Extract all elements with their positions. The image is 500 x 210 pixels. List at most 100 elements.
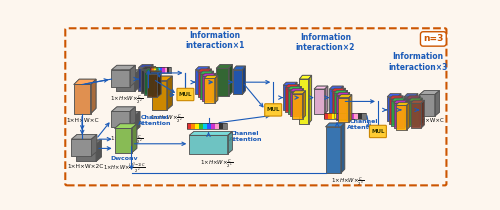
Text: $1{\times}H{\times}W{\times}\frac{C}{2^2}$: $1{\times}H{\times}W{\times}\frac{C}{2^2… [110,94,144,106]
Polygon shape [396,102,409,105]
Polygon shape [76,144,96,161]
Text: Channel
Attention: Channel Attention [348,119,381,130]
Polygon shape [90,79,96,114]
Polygon shape [72,135,97,139]
Polygon shape [160,67,162,73]
Polygon shape [296,84,299,112]
Polygon shape [288,87,302,90]
Polygon shape [288,90,298,114]
Polygon shape [402,98,406,126]
Text: MUL: MUL [266,107,280,112]
Polygon shape [325,86,328,114]
Polygon shape [216,68,228,96]
Text: $1{\times}H{\times}W{\times}\frac{C}{2^2}$: $1{\times}H{\times}W{\times}\frac{C}{2^2… [150,112,183,125]
Polygon shape [167,76,172,110]
Polygon shape [334,93,344,118]
Text: Information
interaction×2: Information interaction×2 [296,33,355,52]
Polygon shape [408,101,419,126]
Polygon shape [168,67,171,73]
Polygon shape [292,91,306,94]
Polygon shape [114,128,132,153]
Polygon shape [219,123,223,129]
Polygon shape [341,123,345,173]
Polygon shape [112,70,130,87]
Polygon shape [406,99,417,124]
Polygon shape [132,124,137,153]
Polygon shape [400,96,403,124]
Polygon shape [158,71,161,97]
Polygon shape [344,90,348,118]
Polygon shape [394,100,407,103]
Polygon shape [334,90,347,93]
Polygon shape [406,102,410,130]
Polygon shape [233,70,242,94]
Polygon shape [134,70,140,91]
Polygon shape [112,107,136,112]
Polygon shape [138,64,153,68]
Polygon shape [210,71,214,99]
Polygon shape [198,72,208,97]
Polygon shape [420,94,435,116]
Polygon shape [420,91,440,94]
Polygon shape [216,64,232,68]
Polygon shape [196,70,206,94]
Polygon shape [326,127,341,173]
Text: Channel
Attention: Channel Attention [138,115,172,126]
Polygon shape [349,95,352,122]
Text: $1{\times}H{\times}W{\times}\frac{C}{2^0}$: $1{\times}H{\times}W{\times}\frac{C}{2^0… [330,176,364,189]
Polygon shape [338,98,349,122]
Polygon shape [152,67,156,93]
Polygon shape [302,91,306,118]
Polygon shape [146,71,161,74]
Polygon shape [292,94,302,118]
Polygon shape [200,71,213,74]
Polygon shape [314,86,328,89]
Polygon shape [419,98,422,126]
Polygon shape [294,82,297,110]
Polygon shape [195,123,199,129]
Polygon shape [300,75,312,79]
Polygon shape [392,98,406,101]
Polygon shape [215,75,218,103]
Polygon shape [346,92,350,120]
Polygon shape [308,75,312,124]
Polygon shape [387,94,401,97]
Polygon shape [130,65,136,87]
Text: $1{\times}H{\times}W{\times}\frac{C}{2^1}$: $1{\times}H{\times}W{\times}\frac{C}{2^1… [200,158,233,170]
Text: 1×H×W×C: 1×H×W×C [414,118,444,123]
Polygon shape [116,75,134,91]
Polygon shape [330,86,344,89]
Text: Dwconv: Dwconv [111,156,138,161]
Polygon shape [290,89,304,92]
Polygon shape [338,95,352,98]
Polygon shape [408,98,422,101]
Polygon shape [112,112,130,127]
Polygon shape [116,116,134,131]
Text: Channel
Attention: Channel Attention [228,131,262,142]
Polygon shape [208,69,212,97]
Polygon shape [415,94,418,121]
FancyBboxPatch shape [177,88,194,101]
Polygon shape [387,97,398,121]
Polygon shape [152,67,154,73]
Polygon shape [215,123,219,129]
Polygon shape [191,123,195,129]
Polygon shape [340,86,344,114]
Polygon shape [390,96,403,99]
Polygon shape [396,105,406,130]
Polygon shape [242,66,246,94]
Polygon shape [206,67,210,94]
Polygon shape [390,99,400,124]
Polygon shape [332,91,342,116]
Polygon shape [204,75,218,79]
Polygon shape [410,103,422,128]
Polygon shape [164,67,166,73]
Polygon shape [202,76,212,101]
Polygon shape [410,100,424,103]
Polygon shape [336,113,341,119]
Polygon shape [200,74,210,99]
Text: n=3: n=3 [423,34,444,43]
Polygon shape [233,66,245,70]
Polygon shape [154,69,158,95]
Polygon shape [187,123,191,129]
